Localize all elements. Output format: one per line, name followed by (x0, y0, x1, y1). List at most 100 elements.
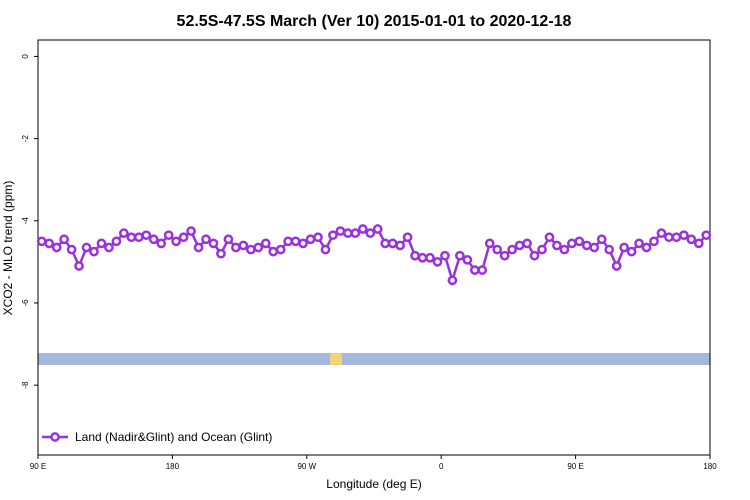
legend-marker (50, 432, 60, 442)
data-point (320, 244, 331, 255)
data-point (245, 244, 256, 255)
data-point (298, 238, 308, 249)
data-point (283, 236, 293, 247)
legend-label: Land (Nadir&Glint) and Ocean (Glint) (75, 430, 272, 444)
plot-frame (37, 39, 711, 456)
data-point (231, 242, 241, 253)
surface-band (38, 353, 710, 365)
data-point (544, 232, 555, 243)
data-point (529, 250, 540, 261)
data-point (201, 234, 211, 245)
data-point (141, 230, 152, 241)
x-axis-label: Longitude (deg E) (326, 477, 421, 491)
data-point (649, 236, 659, 247)
data-point (104, 242, 114, 253)
data-point (268, 246, 279, 257)
data-point (126, 232, 137, 243)
data-point (66, 244, 77, 255)
data-point (372, 224, 383, 234)
data-point (119, 228, 129, 238)
data-point (693, 238, 704, 249)
data-point (492, 244, 503, 255)
data-point (634, 238, 644, 249)
data-point (477, 265, 488, 275)
data-point (402, 232, 413, 243)
data-point (380, 238, 391, 249)
data-point (395, 240, 405, 251)
x-tick-label: 0 (439, 462, 444, 471)
data-point (410, 250, 420, 261)
data-point (589, 242, 600, 253)
data-point (111, 236, 122, 247)
data-point (567, 238, 577, 249)
data-point (455, 250, 465, 261)
data-point (686, 234, 697, 245)
data-point (305, 234, 316, 245)
x-tick-label: 180 (166, 462, 180, 471)
data-point (701, 230, 712, 241)
data-point (51, 242, 62, 253)
data-point (462, 254, 473, 265)
x-tick-label: 90 E (30, 462, 46, 471)
data-point (619, 242, 629, 253)
data-point (74, 261, 84, 271)
data-point (81, 242, 92, 253)
data-point (216, 248, 226, 259)
data-point (574, 236, 585, 247)
data-point (469, 265, 480, 275)
data-point (44, 238, 55, 249)
data-point (36, 236, 47, 247)
data-point (604, 244, 615, 255)
data-point (59, 234, 69, 245)
data-point (178, 232, 189, 243)
data-point (440, 250, 450, 261)
data-point (581, 240, 592, 251)
y-axis-label: XCO2 - MLO trend (ppm) (1, 181, 15, 316)
data-point (335, 226, 346, 236)
data-point (447, 275, 458, 286)
chart-title: 52.5S-47.5S March (Ver 10) 2015-01-01 to… (177, 13, 572, 30)
y-tick-label: 0 (21, 54, 30, 59)
data-point (679, 230, 689, 241)
data-point (163, 230, 174, 241)
data-point (133, 232, 144, 243)
y-tick-label: -8 (21, 381, 30, 389)
y-tick-label: -6 (21, 299, 30, 307)
data-point (626, 246, 637, 257)
data-point (499, 250, 510, 261)
data-point (350, 228, 361, 238)
data-point (260, 238, 271, 249)
y-tick-label: -2 (21, 135, 30, 143)
data-point (641, 242, 652, 253)
data-point (387, 238, 398, 249)
data-point (275, 244, 286, 255)
data-point (552, 240, 562, 251)
data-point (186, 226, 196, 236)
x-tick-label: 90 W (297, 462, 316, 471)
data-point (425, 252, 435, 263)
data-point (611, 261, 622, 271)
data-point (522, 238, 532, 249)
data-point (432, 257, 443, 267)
data-point (514, 240, 525, 251)
data-point (89, 246, 99, 257)
data-point (559, 244, 570, 255)
data-point (596, 234, 607, 245)
data-point (193, 242, 204, 253)
land-patch (330, 353, 342, 365)
data-point (290, 236, 301, 247)
data-point (223, 234, 234, 245)
data-point (537, 244, 547, 255)
data-point (238, 240, 249, 251)
data-point (507, 244, 517, 255)
data-point (96, 238, 107, 249)
data-point (357, 224, 368, 234)
data-point (156, 238, 167, 249)
data-point (365, 228, 376, 238)
y-tick-label: -4 (21, 217, 30, 225)
data-point (664, 232, 674, 243)
data-point (313, 232, 323, 243)
data-point (343, 228, 353, 238)
data-point (484, 238, 495, 249)
